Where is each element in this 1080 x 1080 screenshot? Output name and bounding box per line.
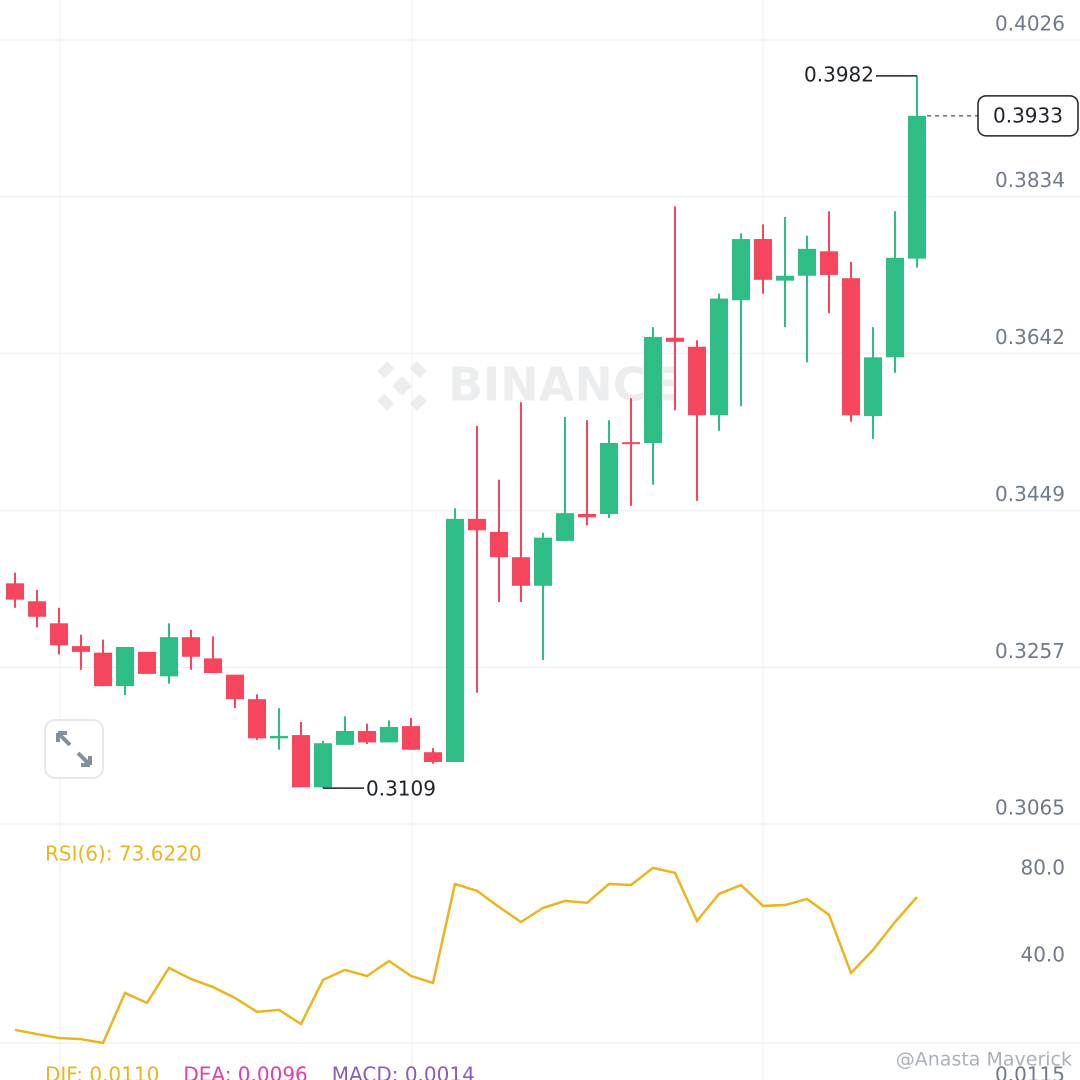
- candle-body: [402, 726, 420, 750]
- macd-legend-item: DEA: 0.0096: [183, 1063, 307, 1080]
- candle-body: [292, 735, 310, 788]
- candle-body: [864, 357, 882, 417]
- candle-body: [710, 298, 728, 416]
- candle-body: [512, 557, 530, 586]
- candle-body: [336, 730, 354, 745]
- macd-legend-item: DIF: 0.0110: [45, 1063, 159, 1080]
- candle-body: [490, 531, 508, 558]
- candle-body: [622, 442, 640, 445]
- candle-body: [270, 735, 288, 739]
- credit: @Anasta Maverick: [896, 1049, 1072, 1071]
- candle-body: [248, 699, 266, 739]
- candle-body: [798, 248, 816, 276]
- last-price-box: [977, 95, 1079, 137]
- candle-body: [72, 646, 90, 652]
- candle-body: [50, 623, 68, 646]
- rsi-y-tick-label: 80.0: [1020, 855, 1065, 879]
- watermark-text: BINANCE: [448, 358, 678, 412]
- candle-body: [6, 583, 24, 600]
- max-label: 0.3982: [804, 62, 874, 86]
- watermark: BINANCE: [377, 358, 678, 412]
- candle-body: [446, 518, 464, 762]
- macd-y-tick-label: 0.0115: [995, 1063, 1065, 1080]
- candle-body: [358, 730, 376, 743]
- expand-icon[interactable]: [56, 731, 92, 767]
- candle-body: [578, 513, 596, 518]
- y-tick-label: 0.3642: [995, 325, 1065, 349]
- min-label: 0.3109: [366, 777, 436, 801]
- y-tick-label: 0.4026: [995, 11, 1065, 35]
- candle-body: [842, 278, 860, 416]
- last-price-label: 0.3933: [993, 103, 1063, 127]
- candle-body: [468, 518, 486, 531]
- candle-body: [182, 637, 200, 657]
- candle-body: [908, 115, 926, 259]
- candle-body: [424, 752, 442, 762]
- y-tick-label: 0.3065: [995, 796, 1065, 820]
- candle-body: [732, 239, 750, 301]
- y-tick-label: 0.3834: [995, 168, 1065, 192]
- y-tick-label: 0.3257: [995, 639, 1065, 663]
- vertical-grid: [59, 0, 764, 1080]
- candle-body: [600, 443, 618, 514]
- expand-button[interactable]: [44, 719, 104, 779]
- candle-body: [886, 257, 904, 358]
- candle-body: [204, 658, 222, 674]
- rsi-y-tick-label: 40.0: [1020, 942, 1065, 966]
- candle-body: [644, 336, 662, 444]
- candle-body: [688, 346, 706, 416]
- candle-body: [314, 743, 332, 788]
- candle-body: [776, 275, 794, 281]
- candle-body: [556, 513, 574, 541]
- rsi-label: RSI(6): 73.6220: [45, 842, 202, 866]
- candle-body: [28, 601, 46, 617]
- candle-body: [380, 726, 398, 743]
- candle-body: [160, 637, 178, 677]
- candle-body: [116, 646, 134, 687]
- candle-body: [138, 651, 156, 674]
- expand-button-bg[interactable]: [44, 719, 104, 779]
- y-tick-label: 0.3449: [995, 482, 1065, 506]
- rsi-line: [14, 866, 918, 1045]
- candle-body: [226, 674, 244, 700]
- candle-body: [754, 239, 772, 280]
- candle-body: [666, 337, 684, 342]
- candle-body: [94, 652, 112, 687]
- watermark-logo: [377, 361, 427, 411]
- candle-body: [534, 537, 552, 586]
- macd-legend-item: MACD: 0.0014: [332, 1063, 475, 1080]
- candle-body: [820, 251, 838, 275]
